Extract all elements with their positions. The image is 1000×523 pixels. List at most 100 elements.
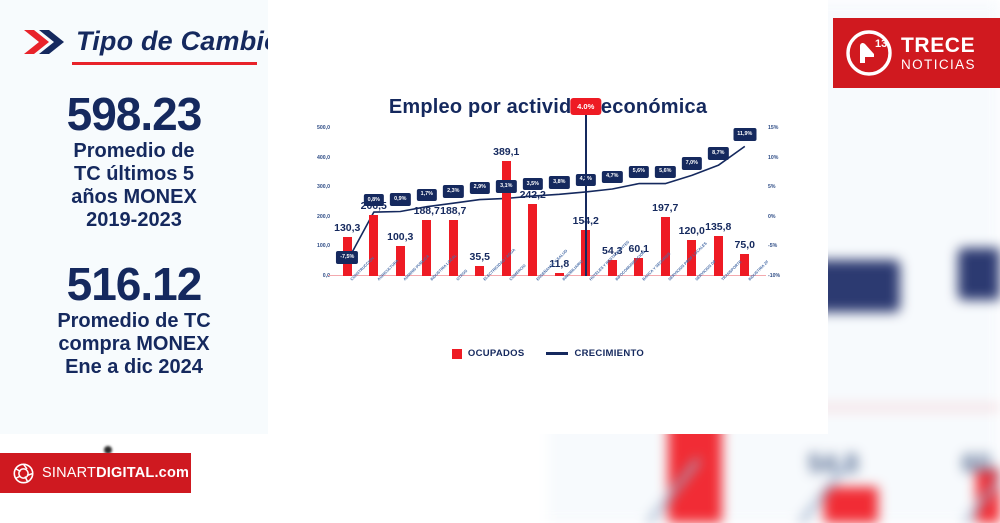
growth-pct-chip: 3,8% bbox=[549, 176, 570, 189]
callout-annotation: 4.0% bbox=[570, 98, 602, 115]
watermark-suffix: .com bbox=[154, 465, 190, 481]
y-tick-left: 500,0 bbox=[317, 125, 330, 131]
bar-value-label: 120,0 bbox=[678, 225, 705, 238]
growth-pct-chip: 2,3% bbox=[443, 185, 464, 198]
stat-value: 516.12 bbox=[66, 257, 203, 310]
growth-pct-chip: 7,0% bbox=[681, 157, 702, 170]
bar-value-label: 35,5 bbox=[469, 250, 490, 263]
y-tick-right: 10% bbox=[768, 154, 779, 161]
growth-pct-chip: 5,6% bbox=[628, 165, 649, 179]
growth-pct-chip: -7,5% bbox=[336, 251, 359, 264]
legend-label: CRECIMIENTO bbox=[574, 348, 645, 359]
bar bbox=[713, 235, 723, 276]
bar-value-label: 130,3 bbox=[334, 222, 361, 235]
logo-line-1: TRECE bbox=[901, 33, 976, 57]
y-tick-right: -10% bbox=[768, 273, 781, 279]
stat-value: 598.23 bbox=[66, 88, 203, 140]
growth-pct-chip: 11,9% bbox=[733, 128, 757, 141]
growth-pct-chip: 5,6% bbox=[655, 165, 676, 179]
y-axis-right: -10% -5% 0% 5% 10% 15% bbox=[762, 125, 788, 279]
growth-pct-chip: 0,8% bbox=[363, 194, 384, 207]
bar-value-label: 100,3 bbox=[387, 231, 414, 244]
sinart-digital-watermark: SINARTDIGITAL.com bbox=[0, 453, 191, 493]
aperture-icon bbox=[13, 463, 34, 484]
page-title: Tipo de Cambio bbox=[76, 26, 281, 56]
callout-stem bbox=[584, 106, 587, 276]
chart-title: Empleo por actividad económica bbox=[388, 96, 708, 118]
bar bbox=[607, 259, 617, 276]
bar bbox=[528, 204, 538, 276]
bar-value-label: 242,2 bbox=[519, 189, 546, 202]
growth-pct-chip: 3,1% bbox=[496, 180, 517, 193]
legend-line-icon bbox=[546, 352, 569, 355]
zero-baseline bbox=[328, 274, 766, 276]
bar bbox=[448, 220, 458, 276]
growth-pct-chip: 8,7% bbox=[708, 147, 729, 160]
stat-description: Promedio de TC compra MONEX Ene a dic 20… bbox=[57, 309, 211, 378]
y-tick-right: -5% bbox=[768, 243, 778, 250]
y-tick-left: 200,0 bbox=[317, 213, 330, 220]
legend-item-crecimiento: CRECIMIENTO bbox=[546, 348, 644, 359]
bar bbox=[660, 217, 670, 276]
watermark-prefix: SINART bbox=[42, 465, 97, 481]
left-stat-panel: Tipo de Cambio 598.23 Promedio de TC últ… bbox=[0, 0, 281, 434]
y-axis-left: 0,0 100,0 200,0 300,0 400,0 500,0 bbox=[304, 125, 330, 279]
bar bbox=[422, 220, 432, 276]
bar-value-label: 188,7 bbox=[440, 205, 467, 218]
growth-pct-chip: 4,7% bbox=[602, 170, 623, 184]
bar-value-label: 188,7 bbox=[413, 205, 440, 218]
legend-item-ocupados: OCUPADOS bbox=[451, 348, 525, 359]
bar bbox=[369, 214, 379, 276]
y-tick-right: 0% bbox=[768, 213, 776, 220]
bar-value-label: 60,1 bbox=[628, 243, 649, 256]
bar bbox=[475, 265, 485, 276]
trece-wordmark: TRECE NOTICIAS bbox=[901, 35, 976, 72]
blurred-value: 60,1 bbox=[962, 448, 1000, 478]
growth-pct-chip: 2,9% bbox=[469, 181, 490, 195]
blurred-value: 54,3 bbox=[808, 448, 859, 478]
trece-noticias-logo: 13 TRECE NOTICIAS bbox=[833, 18, 1000, 88]
y-tick-right: 15% bbox=[768, 125, 779, 131]
bar-value-label: 54,3 bbox=[602, 244, 623, 257]
plot-area: 0,0 100,0 200,0 300,0 400,0 500,0 -10% -5% 0% 5%… bbox=[304, 98, 788, 279]
brand-header: Tipo de Cambio bbox=[16, 26, 281, 57]
stat-block-2: 516.12 Promedio de TC compra MONEX Ene a… bbox=[16, 257, 252, 379]
legend-square-icon bbox=[451, 348, 462, 359]
y-tick-left: 100,0 bbox=[317, 243, 330, 250]
chart-panel: Empleo por actividad económica 0,0 100,0 2… bbox=[268, 0, 828, 434]
bar-value-label: 197,7 bbox=[652, 202, 679, 215]
x-axis-labels: CONSTRUCCION AGRICULTURA ADMINIS PUBLICA IN… bbox=[334, 239, 794, 336]
stat-description: Promedio de TC últimos 5 años MONEX 2019… bbox=[71, 139, 197, 232]
y-tick-right: 5% bbox=[768, 184, 776, 191]
chart-legend: OCUPADOS CRECIMIENTO bbox=[268, 348, 828, 359]
y-tick-left: 400,0 bbox=[317, 154, 330, 161]
growth-line bbox=[346, 145, 746, 262]
logo-line-2: NOTICIAS bbox=[901, 56, 976, 72]
bar bbox=[687, 240, 697, 276]
bar bbox=[501, 160, 511, 276]
growth-pct-chip: 0,9% bbox=[390, 193, 411, 206]
blurred-bar bbox=[824, 487, 878, 523]
double-chevron-icon bbox=[22, 27, 66, 57]
growth-pct-chip: 3,5% bbox=[522, 178, 543, 191]
decorative-dot bbox=[104, 446, 112, 454]
bar-value-label: 11,8 bbox=[549, 257, 570, 270]
bar-value-label: 135,8 bbox=[705, 220, 732, 233]
bar-value-label: 75,0 bbox=[734, 238, 755, 251]
watermark-bold: DIGITAL bbox=[96, 465, 155, 481]
legend-label: OCUPADOS bbox=[467, 348, 525, 359]
bar bbox=[395, 246, 405, 276]
n13-circle-icon: 13 bbox=[846, 30, 892, 76]
bars-and-line: 130,3206,5100,3188,7188,735,5389,1242,21… bbox=[328, 98, 766, 276]
y-tick-left: 300,0 bbox=[317, 184, 330, 191]
bar bbox=[634, 258, 644, 276]
bar bbox=[740, 253, 750, 276]
title-underline bbox=[72, 62, 257, 65]
bar bbox=[554, 272, 564, 276]
watermark-text: SINARTDIGITAL.com bbox=[42, 465, 189, 481]
blurred-chip bbox=[958, 248, 1000, 300]
bar-value-label: 389,1 bbox=[493, 145, 520, 158]
svg-text:13: 13 bbox=[875, 38, 887, 50]
growth-pct-chip: 1,7% bbox=[416, 188, 437, 202]
